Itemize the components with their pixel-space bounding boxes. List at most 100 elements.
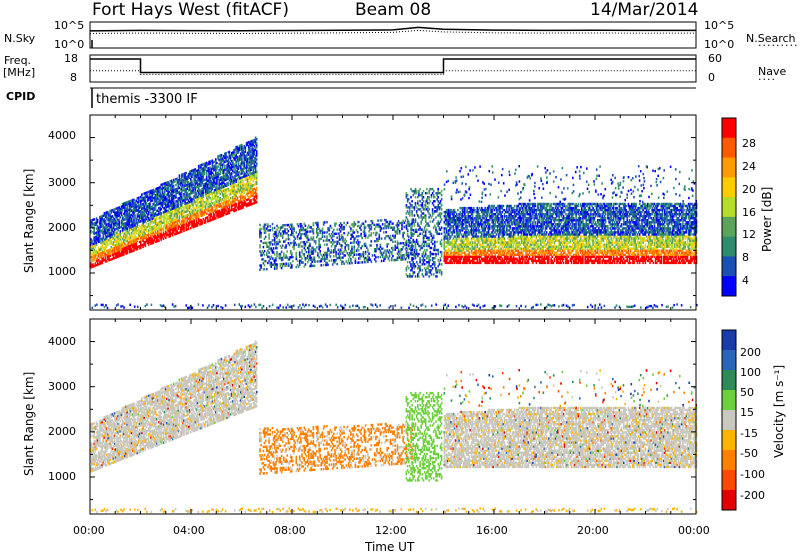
power-cell [103, 246, 106, 249]
power-cell [145, 205, 148, 209]
power-cell [209, 180, 211, 184]
power-cell [235, 202, 237, 206]
power-cell [100, 256, 102, 259]
power-cell [150, 189, 152, 193]
power-cell [183, 193, 185, 196]
power-cell [142, 243, 144, 246]
power-cell [96, 235, 99, 238]
power-cell [146, 219, 149, 222]
power-cell [157, 227, 159, 231]
power-cell [221, 171, 224, 175]
power-cell [174, 180, 176, 183]
power-cell [298, 243, 301, 246]
power-cell [203, 185, 206, 188]
power-cell [210, 192, 212, 195]
power-cell [267, 223, 269, 226]
power-cell [201, 181, 203, 185]
power-cell [354, 237, 357, 240]
power-cell [219, 170, 222, 173]
power-cell [185, 202, 187, 205]
power-cell [133, 222, 135, 226]
power-cell [171, 185, 174, 188]
power-cell [422, 200, 425, 203]
power-cell [147, 190, 150, 193]
power-cell [151, 217, 153, 221]
power-cell [225, 198, 227, 202]
power-cell [358, 235, 360, 238]
power-cell [133, 226, 135, 230]
power-cell [113, 232, 116, 235]
power-cell [143, 198, 145, 201]
power-cell [370, 240, 373, 243]
power-cell [381, 223, 384, 226]
power-cell [130, 213, 133, 216]
power-cell [298, 261, 301, 264]
power-cell [137, 208, 140, 212]
power-cell [168, 211, 170, 214]
power-cell [220, 182, 223, 185]
power-cell [272, 247, 275, 250]
power-cell [217, 204, 219, 207]
power-cell [101, 241, 103, 244]
power-cell [224, 183, 226, 186]
power-cell [175, 200, 177, 203]
power-cell [405, 240, 408, 244]
power-cell [205, 175, 208, 179]
power-cell [201, 196, 203, 199]
power-cell [137, 206, 140, 210]
power-cell [215, 158, 217, 161]
power-cell [394, 234, 396, 237]
power-cell [101, 217, 103, 220]
power-cell [119, 252, 122, 255]
power-cell [104, 238, 107, 241]
power-cell [153, 196, 156, 199]
power-cell [117, 253, 119, 256]
power-cell [426, 187, 428, 191]
power-cell [213, 178, 216, 182]
power-cell [205, 163, 208, 167]
power-cell [188, 174, 191, 177]
power-cell [116, 221, 118, 224]
power-cell [200, 222, 202, 226]
power-cell [190, 174, 192, 177]
power-cell [109, 216, 111, 219]
power-cell [334, 261, 336, 264]
power-cell [186, 228, 189, 231]
power-cell [121, 253, 124, 257]
power-cell [187, 227, 190, 231]
power-cell [196, 183, 199, 186]
power-cell [171, 209, 174, 213]
power-cell [160, 183, 162, 187]
power-cell [163, 190, 166, 193]
power-cell [360, 232, 362, 236]
power-cell [187, 195, 190, 198]
power-cell [118, 212, 120, 215]
power-cell [175, 210, 177, 213]
power-cell [165, 224, 167, 227]
power-cell [167, 217, 169, 220]
power-cell [158, 194, 160, 198]
power-cell [144, 226, 147, 229]
power-cell [197, 191, 200, 194]
power-cell [424, 214, 427, 217]
power-cell [176, 205, 178, 209]
power-cell [209, 162, 211, 165]
power-cell [147, 210, 150, 214]
power-cell [255, 170, 258, 173]
power-cell [152, 203, 155, 206]
power-cell [132, 211, 134, 214]
power-cell [162, 197, 165, 200]
power-cell [151, 238, 153, 241]
power-cell [168, 217, 170, 220]
power-cell [174, 229, 176, 232]
power-cell [132, 198, 134, 202]
power-cell [161, 199, 164, 202]
power-cell [133, 198, 135, 201]
power-cell [107, 235, 109, 238]
power-cell [113, 248, 116, 252]
power-cell [195, 220, 198, 223]
power-cell [222, 201, 225, 205]
power-cell [159, 202, 161, 205]
power-cell [160, 208, 162, 211]
power-cell [90, 245, 92, 249]
